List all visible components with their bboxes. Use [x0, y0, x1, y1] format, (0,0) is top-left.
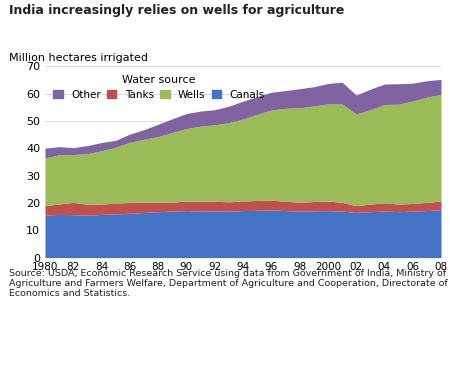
Text: Million hectares irrigated: Million hectares irrigated [9, 53, 148, 63]
Legend: Other, Tanks, Wells, Canals: Other, Tanks, Wells, Canals [50, 71, 268, 103]
Text: India increasingly relies on wells for agriculture: India increasingly relies on wells for a… [9, 4, 344, 17]
Text: Source: USDA, Economic Research Service using data from Government of India, Min: Source: USDA, Economic Research Service … [9, 269, 448, 298]
